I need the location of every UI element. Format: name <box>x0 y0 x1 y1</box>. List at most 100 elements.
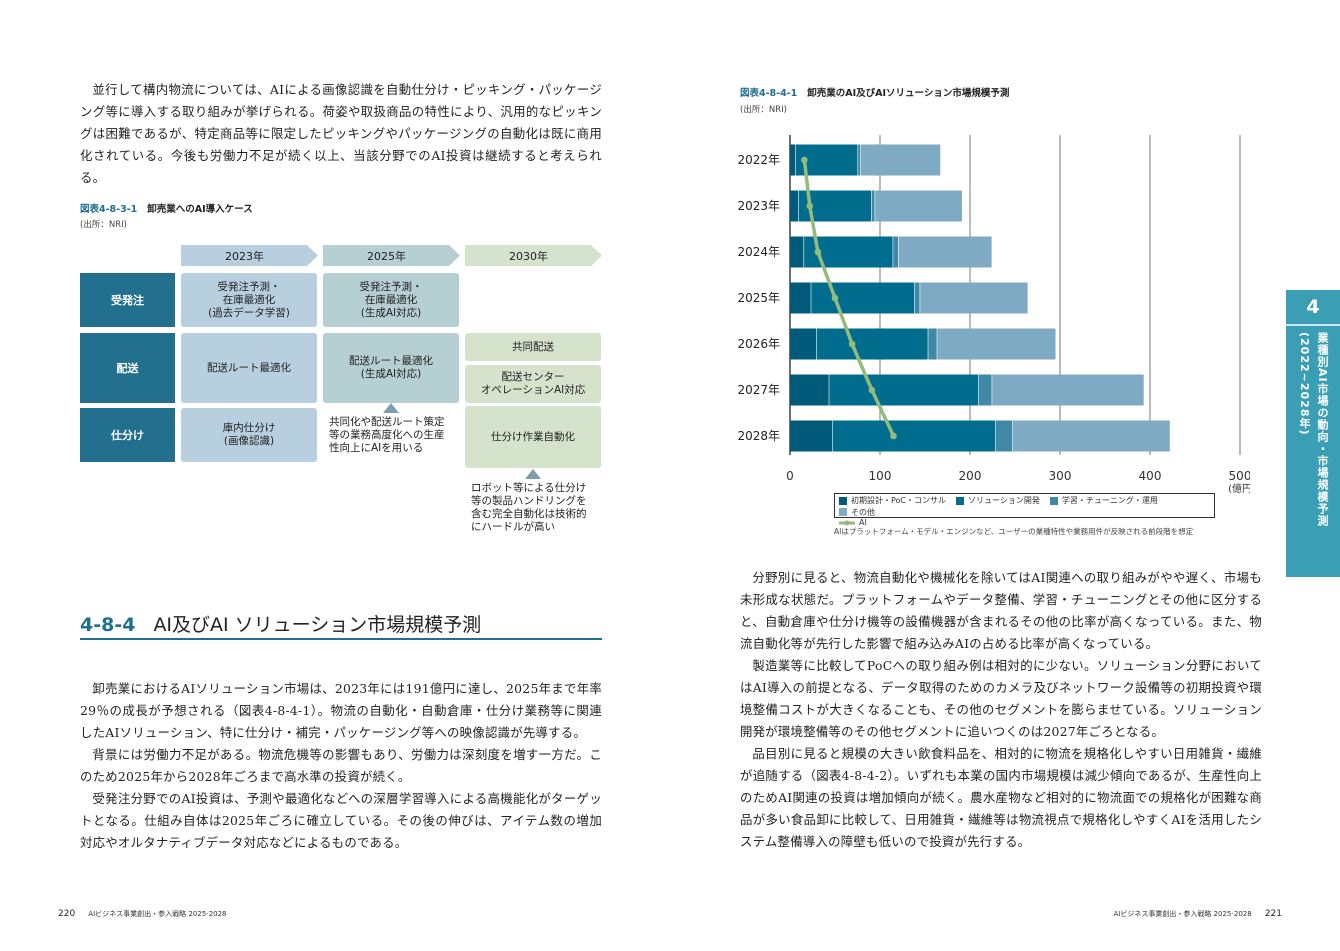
y-tick-label: 2028年 <box>737 429 780 443</box>
bar-segment <box>875 190 962 222</box>
cell-sorting-2030: 仕分け作業自動化 <box>465 406 601 468</box>
cell-delivery-2023: 配送ルート最適化 <box>181 333 317 403</box>
figure-caption: 卸売業へのAI導入ケース <box>147 204 253 215</box>
x-tick-label: 400 <box>1139 469 1162 483</box>
left-body-text: 卸売業におけるAIソリューション市場は、2023年には191億円に達し、2025… <box>80 678 602 854</box>
page-number: 221 <box>1264 909 1282 919</box>
bar-segment <box>914 282 920 314</box>
bar-segment <box>790 374 829 406</box>
legend-swatch-icon <box>956 496 965 505</box>
legend-label: AI <box>859 518 867 527</box>
intro-text: 並行して構内物流については、AIによる画像認識を自動仕分け・ピッキング・パッケー… <box>80 79 602 189</box>
figure-number: 図表4-8-4-1 <box>740 88 798 99</box>
row-label-delivery: 配送 <box>80 333 175 403</box>
paragraph: 背景には労働力不足がある。物流危機等の影響もあり、労働力は深刻度を増す一方だ。こ… <box>80 747 602 784</box>
bar-segment <box>790 282 811 314</box>
x-tick-label: 500 <box>1229 469 1250 483</box>
bar-segment <box>898 236 992 268</box>
pointer-triangle <box>383 403 399 413</box>
figure-source: (出所：NRI) <box>740 105 787 115</box>
bar-segment <box>790 236 804 268</box>
bar-segment <box>811 282 915 314</box>
book-title: AIビジネス事業創出・参入戦略 2025-2028 <box>88 910 227 918</box>
bar-segment <box>858 144 861 176</box>
bar-segment <box>790 144 796 176</box>
cell-ordering-2025: 受発注予測・ 在庫最適化 (生成AI対応) <box>323 273 459 327</box>
cell-sorting-2023: 庫内仕分け (画像認識) <box>181 408 317 462</box>
paragraph: 製造業等に比較してPoCへの取り組み例は相対的に少ない。ソリューション分野におい… <box>740 658 1262 739</box>
book-title: AIビジネス事業創出・参入戦略 2025-2028 <box>1113 910 1252 918</box>
year-header-2025: 2025年 <box>323 245 460 266</box>
chart-legend: 初期設計・PoC・コンサル ソリューション開発 学習・チューニング・運用その他 AI <box>834 493 1215 527</box>
figure-caption: 卸売業のAI及びAIソリューション市場規模予測 <box>807 88 1010 99</box>
legend-label: 初期設計・PoC・コンサル <box>851 496 947 505</box>
paragraph: 並行して構内物流については、AIによる画像認識を自動仕分け・ピッキング・パッケー… <box>80 82 602 185</box>
y-tick-label: 2026年 <box>737 337 780 351</box>
ai-point <box>806 202 814 210</box>
y-tick-label: 2027年 <box>737 383 780 397</box>
note-2030: ロボット等による仕分け 等の製品ハンドリングを 含む完全自動化は技術的 にハード… <box>471 482 587 533</box>
bar-segment <box>893 236 898 268</box>
year-header-2023: 2023年 <box>181 245 318 266</box>
bar-segment <box>992 374 1144 406</box>
x-tick-label: 100 <box>869 469 892 483</box>
paragraph: 品目別に見ると規模の大きい飲食料品を、相対的に物流を規格化しやすい日用雑貨・繊維… <box>740 746 1262 849</box>
bar-segment <box>790 190 799 222</box>
x-tick-label: 200 <box>959 469 982 483</box>
legend-item-ai: AI <box>839 518 867 527</box>
right-body-text: 分野別に見ると、物流自動化や機械化を除いてはAI関連への取り組みがやや遅く、市場… <box>740 567 1262 853</box>
row-label-ordering: 受発注 <box>80 273 175 327</box>
bar-segment <box>1012 420 1170 452</box>
figure-title: 図表4-8-3-1 卸売業へのAI導入ケース <box>80 201 253 215</box>
bar-segment <box>860 144 941 176</box>
chapter-number: 4 <box>1286 290 1340 326</box>
ai-point <box>831 294 839 302</box>
legend-item: その他 <box>839 507 875 518</box>
x-unit-label: (億円) <box>1228 482 1250 495</box>
bar-segment <box>928 328 937 360</box>
chart-note: AIはプラットフォーム・モデル・エンジンなど、ユーザーの業種特性や業務用件が反映… <box>834 527 1194 536</box>
y-tick-label: 2025年 <box>737 291 780 305</box>
year-header-2030: 2030年 <box>465 245 602 266</box>
section-number: 4-8-4 <box>80 614 136 636</box>
row-label-sorting: 仕分け <box>80 408 175 462</box>
x-tick-label: 300 <box>1049 469 1072 483</box>
y-tick-label: 2022年 <box>737 153 780 167</box>
cell-delivery-2025: 配送ルート最適化 (生成AI対応) <box>323 333 459 403</box>
pointer-triangle <box>525 469 541 479</box>
legend-item: 学習・チューニング・運用 <box>1049 495 1158 506</box>
bar-segment <box>832 420 996 452</box>
chapter-side-tab[interactable]: 4 業種別AI市場の動向・市場規模予測 (2022~2028年) <box>1286 290 1340 577</box>
chapter-subtitle: (2022~2028年) <box>1298 332 1311 436</box>
y-tick-label: 2023年 <box>737 199 780 213</box>
figure-number: 図表4-8-3-1 <box>80 204 138 215</box>
legend-swatch-icon <box>1049 496 1058 505</box>
ai-point <box>848 340 856 348</box>
cell-delivery-2030-joint: 共同配送 <box>465 333 601 361</box>
right-footer: AIビジネス事業創出・参入戦略 2025-2028 221 <box>1113 901 1282 920</box>
chart-title: 図表4-8-4-1 卸売業のAI及びAIソリューション市場規模予測 <box>740 85 1009 99</box>
bar-segment <box>978 374 992 406</box>
bar-segment <box>816 328 928 360</box>
figure-source: (出所：NRI) <box>80 220 127 230</box>
legend-swatch-icon <box>839 508 847 516</box>
bar-segment <box>937 328 1056 360</box>
cell-delivery-2030-center: 配送センター オペレーションAI対応 <box>465 365 601 403</box>
legend-label: ソリューション開発 <box>968 496 1040 505</box>
left-footer: 220 AIビジネス事業創出・参入戦略 2025-2028 <box>58 901 227 920</box>
legend-item: 初期設計・PoC・コンサル <box>839 495 946 506</box>
bar-segment <box>920 282 1028 314</box>
note-2025: 共同化や配送ルート策定 等の業務高度化への生産 性向上にAIを用いる <box>329 416 445 454</box>
legend-label: その他 <box>851 507 875 517</box>
legend-item: ソリューション開発 <box>956 495 1040 506</box>
y-tick-label: 2024年 <box>737 245 780 259</box>
legend-swatch-icon <box>839 496 847 505</box>
ai-point <box>801 156 808 164</box>
market-size-chart: 0 100 200 300 400 500(億円) 2022年 2023年 2024年 2025年… <box>737 135 1250 495</box>
ai-point <box>868 386 876 394</box>
bar-segment <box>871 190 875 222</box>
chapter-title: 業種別AI市場の動向・市場規模予測 <box>1316 332 1329 527</box>
bar-segment <box>790 420 833 452</box>
paragraph: 受発注分野でのAI投資は、予測や最適化などへの深層学習導入による高機能化がターゲ… <box>80 791 602 850</box>
section-heading: 4-8-4 AI及びAI ソリューション市場規模予測 <box>80 610 602 640</box>
